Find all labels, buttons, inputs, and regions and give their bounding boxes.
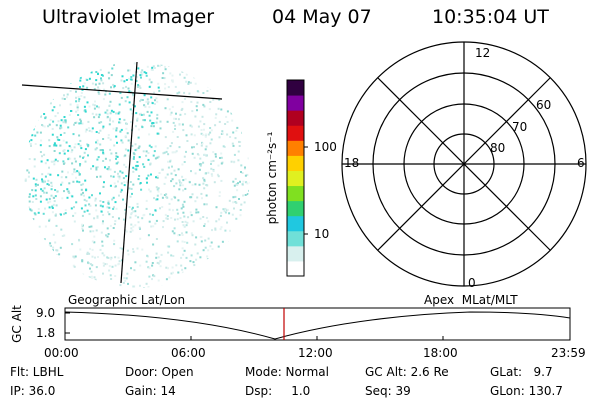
mlat-label-60: 60	[536, 98, 552, 112]
colorbar-segment	[287, 230, 304, 247]
mlat-label-80: 80	[490, 141, 506, 155]
apex-mlat-mlt-label: Apex MLat/MLT	[424, 293, 518, 307]
mode-info: Mode: Normal	[245, 365, 329, 379]
colorbar-tick-10: 10	[314, 227, 330, 241]
colorbar-segment	[287, 140, 304, 156]
time-label: 10:35:04 UT	[432, 6, 549, 28]
y-min-label: 1.8	[36, 326, 56, 340]
colorbar-segment	[287, 95, 304, 111]
mlat-label-70: 70	[512, 120, 528, 134]
colorbar-unit-label: photon cm⁻²s⁻¹	[265, 131, 279, 225]
colorbar-segment	[287, 260, 304, 277]
polar-plot	[341, 41, 587, 287]
colorbar-segment	[287, 245, 304, 262]
colorbar-segment	[287, 185, 304, 202]
x-tick-1800: 18:00	[423, 346, 458, 360]
filter-info: Flt: LBHL	[10, 365, 64, 379]
colorbar-segment	[287, 200, 304, 217]
colorbar-segment	[287, 125, 304, 141]
x-tick-0000: 00:00	[44, 346, 79, 360]
instrument-title: Ultraviolet Imager	[42, 6, 215, 28]
gain-info: Gain: 14	[125, 384, 176, 398]
uv-image-disc	[21, 61, 260, 300]
colorbar-segment	[287, 155, 304, 171]
mlt-label-6: 6	[577, 156, 585, 170]
x-tick-1200: 12:00	[298, 346, 333, 360]
colorbar-tick-100: 100	[314, 140, 337, 154]
x-tick-0600: 06:00	[171, 346, 206, 360]
gc-alt-info: GC Alt: 2.6 Re	[365, 365, 449, 379]
x-tick-2359: 23:59	[551, 346, 586, 360]
geographic-latlon-label: Geographic Lat/Lon	[68, 293, 186, 307]
colorbar-segment	[287, 80, 304, 96]
glat-info: GLat: 9.7	[490, 365, 553, 379]
color-scale-bar	[286, 79, 308, 277]
y-max-label: 9.0	[36, 306, 56, 320]
altitude-timeline	[64, 307, 571, 341]
glon-info: GLon: 130.7	[490, 384, 563, 398]
gc-alt-axis-label: GC Alt	[10, 305, 24, 343]
colorbar-segment	[287, 215, 304, 232]
dsp-info: Dsp: 1.0	[245, 384, 311, 398]
seq-info: Seq: 39	[365, 384, 411, 398]
mlt-label-12: 12	[475, 46, 491, 60]
geo-lon-line	[120, 61, 138, 284]
ip-info: IP: 36.0	[10, 384, 56, 398]
colorbar-segment	[287, 170, 304, 187]
geo-lat-line	[21, 84, 223, 100]
mlt-label-0: 0	[468, 276, 476, 290]
date-label: 04 May 07	[272, 6, 372, 28]
mlt-label-18: 18	[344, 156, 360, 170]
colorbar-segment	[287, 110, 304, 126]
door-info: Door: Open	[125, 365, 194, 379]
